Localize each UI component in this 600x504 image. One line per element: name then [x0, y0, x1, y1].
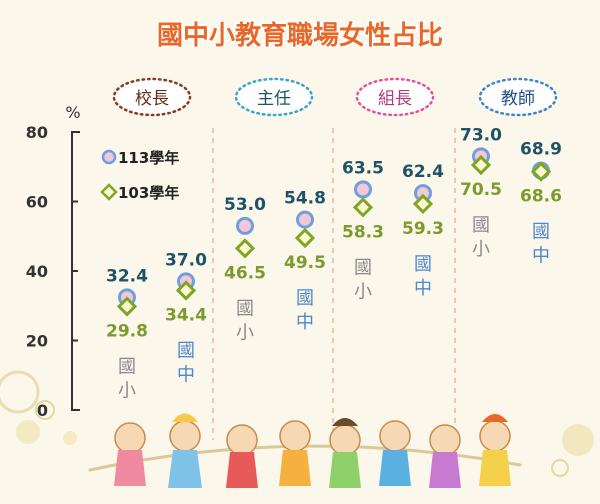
school-level-char: 小: [236, 322, 254, 343]
kid-icon: [429, 424, 461, 488]
data-label-103: 59.3: [402, 219, 444, 239]
group-header-oval: [355, 77, 435, 117]
y-tick-label: 0: [37, 401, 48, 420]
point-113: [354, 180, 372, 199]
point-103: [412, 193, 434, 215]
kid-icon: [279, 420, 311, 486]
data-label-103: 29.8: [106, 321, 148, 341]
group-header-oval: [234, 77, 314, 117]
point-103: [116, 296, 138, 317]
school-level-label: 國小: [354, 257, 372, 302]
school-level-char: 國: [532, 222, 550, 243]
school-level-char: 中: [177, 364, 195, 385]
kid-icon: [479, 414, 511, 486]
legend-label-113: 113學年: [118, 149, 179, 167]
school-level-label: 國小: [236, 298, 254, 343]
legend-label-103: 103學年: [118, 184, 179, 202]
school-level-char: 中: [532, 246, 550, 267]
group-header-oval: [112, 77, 192, 117]
legend: 113學年 103學年: [100, 149, 179, 202]
data-label-103: 46.5: [224, 263, 266, 283]
kid-icon: [226, 424, 258, 488]
data-label-113: 73.0: [460, 125, 502, 145]
data-label-113: 53.0: [224, 195, 266, 215]
y-axis: %: [65, 103, 81, 411]
point-103: [530, 161, 552, 182]
point-103: [234, 238, 256, 259]
data-label-103: 49.5: [284, 253, 326, 273]
school-level-char: 國: [414, 254, 432, 275]
data-label-103: 34.4: [165, 305, 207, 325]
school-level-char: 中: [414, 278, 432, 299]
data-label-113: 63.5: [342, 158, 384, 178]
point-113: [236, 216, 254, 235]
legend-circle-marker: [101, 149, 117, 165]
school-level-char: 國: [472, 215, 490, 236]
school-level-char: 國: [296, 288, 314, 309]
school-level-char: 小: [472, 239, 490, 260]
data-marks: 32.429.8國小37.034.4國中53.046.5國小54.849.5國中…: [106, 125, 562, 401]
data-label-113: 62.4: [402, 162, 444, 182]
data-label-113: 37.0: [165, 250, 207, 270]
school-level-label: 國中: [532, 222, 550, 267]
y-tick-label: 20: [26, 332, 48, 351]
decorative-bubbles: [0, 370, 594, 477]
data-label-113: 68.9: [520, 140, 562, 160]
kids-illustration-icon: [88, 413, 522, 488]
group-header-label: 主任: [257, 89, 291, 109]
legend-diamond-marker: [100, 183, 118, 201]
point-113: [296, 210, 314, 229]
group-headers: 校長 主任 組長 教師: [112, 77, 558, 117]
kid-icon: [329, 418, 361, 488]
kid-icon: [114, 422, 146, 486]
school-level-char: 國: [118, 356, 136, 377]
point-103: [352, 197, 374, 218]
group-header-label: 教師: [501, 89, 535, 109]
school-level-char: 小: [118, 380, 136, 401]
school-level-char: 國: [177, 340, 195, 361]
y-tick-label: 40: [26, 262, 48, 281]
school-level-label: 國中: [414, 254, 432, 299]
point-103: [175, 280, 197, 301]
data-label-103: 68.6: [520, 187, 562, 207]
school-level-label: 國小: [118, 356, 136, 401]
school-level-char: 國: [354, 257, 372, 278]
point-103: [294, 227, 316, 249]
group-dividers: [212, 128, 456, 440]
school-level-char: 國: [236, 298, 254, 319]
y-tick-group: 0 20 40 60 80: [26, 123, 78, 420]
school-level-char: 小: [354, 281, 372, 302]
data-label-103: 70.5: [460, 180, 502, 200]
school-level-label: 國中: [296, 288, 314, 333]
data-label-113: 54.8: [284, 189, 326, 209]
school-level-label: 國小: [472, 215, 490, 260]
kid-icon: [379, 420, 411, 486]
chart-title: 國中小教育職場女性占比: [157, 20, 443, 51]
group-header-label: 校長: [135, 89, 169, 109]
school-level-label: 國中: [177, 340, 195, 385]
y-axis-unit: %: [65, 103, 80, 122]
group-header-label: 組長: [378, 89, 412, 109]
data-label-113: 32.4: [106, 266, 148, 286]
kid-icon: [168, 413, 202, 488]
group-header-oval: [478, 77, 558, 117]
y-tick-label: 60: [26, 193, 48, 212]
school-level-char: 中: [296, 312, 314, 333]
data-label-103: 58.3: [342, 222, 384, 242]
y-tick-label: 80: [26, 123, 48, 142]
point-103: [470, 154, 492, 176]
